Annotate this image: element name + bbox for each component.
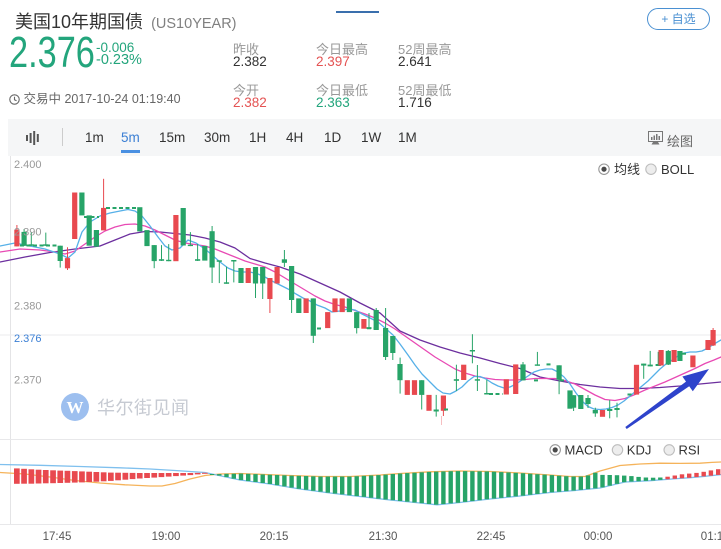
svg-text:W: W bbox=[67, 398, 84, 417]
svg-text:01:1: 01:1 bbox=[701, 531, 721, 543]
svg-text:21:30: 21:30 bbox=[369, 531, 398, 543]
svg-text:华尔街见闻: 华尔街见闻 bbox=[97, 398, 190, 418]
svg-text:2.400: 2.400 bbox=[14, 159, 42, 171]
svg-text:MACD: MACD bbox=[565, 443, 603, 458]
svg-text:BOLL: BOLL bbox=[661, 162, 694, 177]
svg-text:KDJ: KDJ bbox=[627, 443, 652, 458]
svg-text:2.390: 2.390 bbox=[14, 226, 42, 238]
svg-text:19:00: 19:00 bbox=[152, 531, 181, 543]
svg-text:2.370: 2.370 bbox=[14, 374, 42, 386]
svg-text:00:00: 00:00 bbox=[584, 531, 613, 543]
svg-text:17:45: 17:45 bbox=[43, 531, 72, 543]
svg-text:均线: 均线 bbox=[614, 162, 640, 177]
svg-text:2.380: 2.380 bbox=[14, 301, 42, 313]
svg-text:20:15: 20:15 bbox=[260, 531, 289, 543]
svg-text:2.376: 2.376 bbox=[14, 333, 42, 345]
svg-text:22:45: 22:45 bbox=[477, 531, 506, 543]
svg-text:RSI: RSI bbox=[679, 443, 701, 458]
